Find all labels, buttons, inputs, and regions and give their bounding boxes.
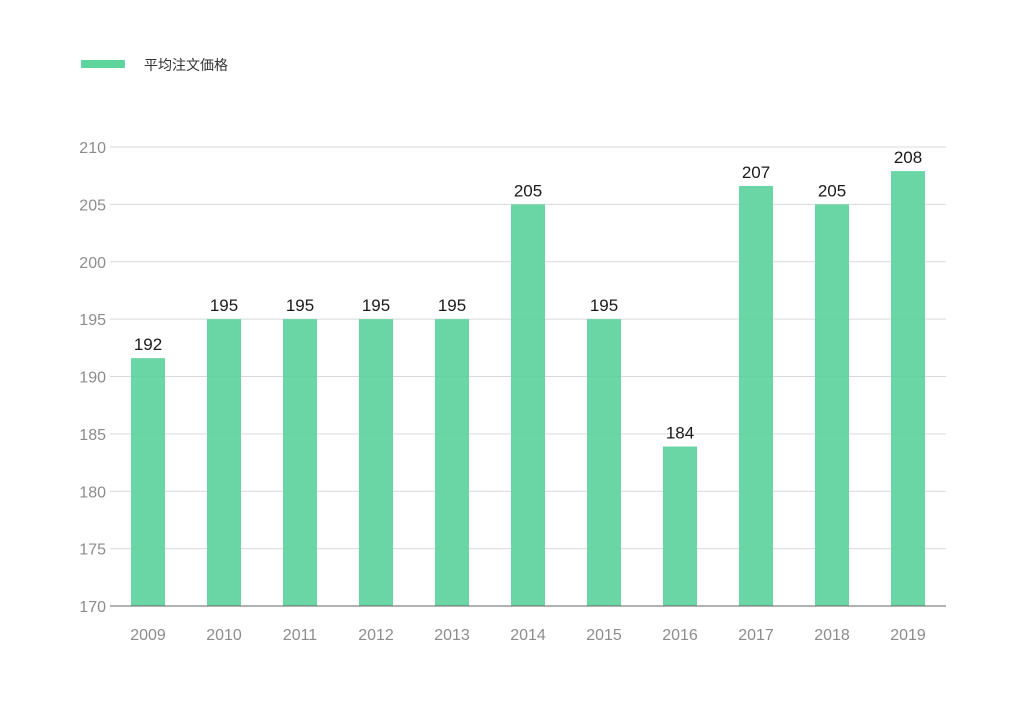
x-tick-label-2018: 2018	[814, 627, 850, 644]
x-tick-label-2010: 2010	[206, 627, 242, 644]
bar-2011	[283, 319, 317, 606]
value-label-2015: 195	[590, 296, 618, 315]
bars	[131, 171, 925, 606]
x-tick-label-2009: 2009	[130, 627, 166, 644]
value-label-2016: 184	[666, 423, 694, 442]
y-tick-label: 200	[79, 255, 106, 272]
y-tick-label: 190	[79, 370, 106, 387]
value-label-2018: 205	[818, 181, 846, 200]
x-tick-label-2016: 2016	[662, 627, 698, 644]
value-label-2014: 205	[514, 181, 542, 200]
y-tick-label: 175	[79, 542, 106, 559]
y-axis-ticks: 170 175 180 185 190 195 200 205 210	[79, 140, 106, 616]
x-tick-label-2019: 2019	[890, 627, 926, 644]
bar-2019	[891, 171, 925, 606]
x-tick-label-2012: 2012	[358, 627, 394, 644]
y-tick-label: 180	[79, 484, 106, 501]
bar-2015	[587, 319, 621, 606]
y-tick-label: 170	[79, 599, 106, 616]
bar-2009	[131, 358, 165, 606]
x-tick-label-2015: 2015	[586, 627, 622, 644]
value-label-2013: 195	[438, 296, 466, 315]
x-tick-label-2014: 2014	[510, 627, 546, 644]
y-tick-label: 185	[79, 427, 106, 444]
y-tick-label: 210	[79, 140, 106, 157]
bar-2010	[207, 319, 241, 606]
legend-label: 平均注文価格	[144, 57, 228, 73]
x-tick-label-2013: 2013	[434, 627, 470, 644]
value-label-2019: 208	[894, 148, 922, 167]
value-labels: 192 195 195 195 195 205 195 184 207 205 208	[134, 148, 922, 442]
bar-2016	[663, 446, 697, 606]
y-tick-label: 195	[79, 312, 106, 329]
value-label-2009: 192	[134, 335, 162, 354]
bar-2013	[435, 319, 469, 606]
bar-2018	[815, 204, 849, 606]
bar-2014	[511, 204, 545, 606]
value-label-2010: 195	[210, 296, 238, 315]
legend-swatch	[81, 60, 125, 68]
bar-2012	[359, 319, 393, 606]
legend: 平均注文価格	[81, 57, 228, 73]
y-tick-label: 205	[79, 197, 106, 214]
value-label-2011: 195	[286, 296, 314, 315]
bar-2017	[739, 186, 773, 606]
x-tick-label-2017: 2017	[738, 627, 774, 644]
x-axis-ticks: 2009 2010 2011 2012 2013 2014 2015 2016 2017 2018…	[130, 627, 926, 644]
value-label-2012: 195	[362, 296, 390, 315]
value-label-2017: 207	[742, 163, 770, 182]
x-tick-label-2011: 2011	[283, 627, 318, 644]
